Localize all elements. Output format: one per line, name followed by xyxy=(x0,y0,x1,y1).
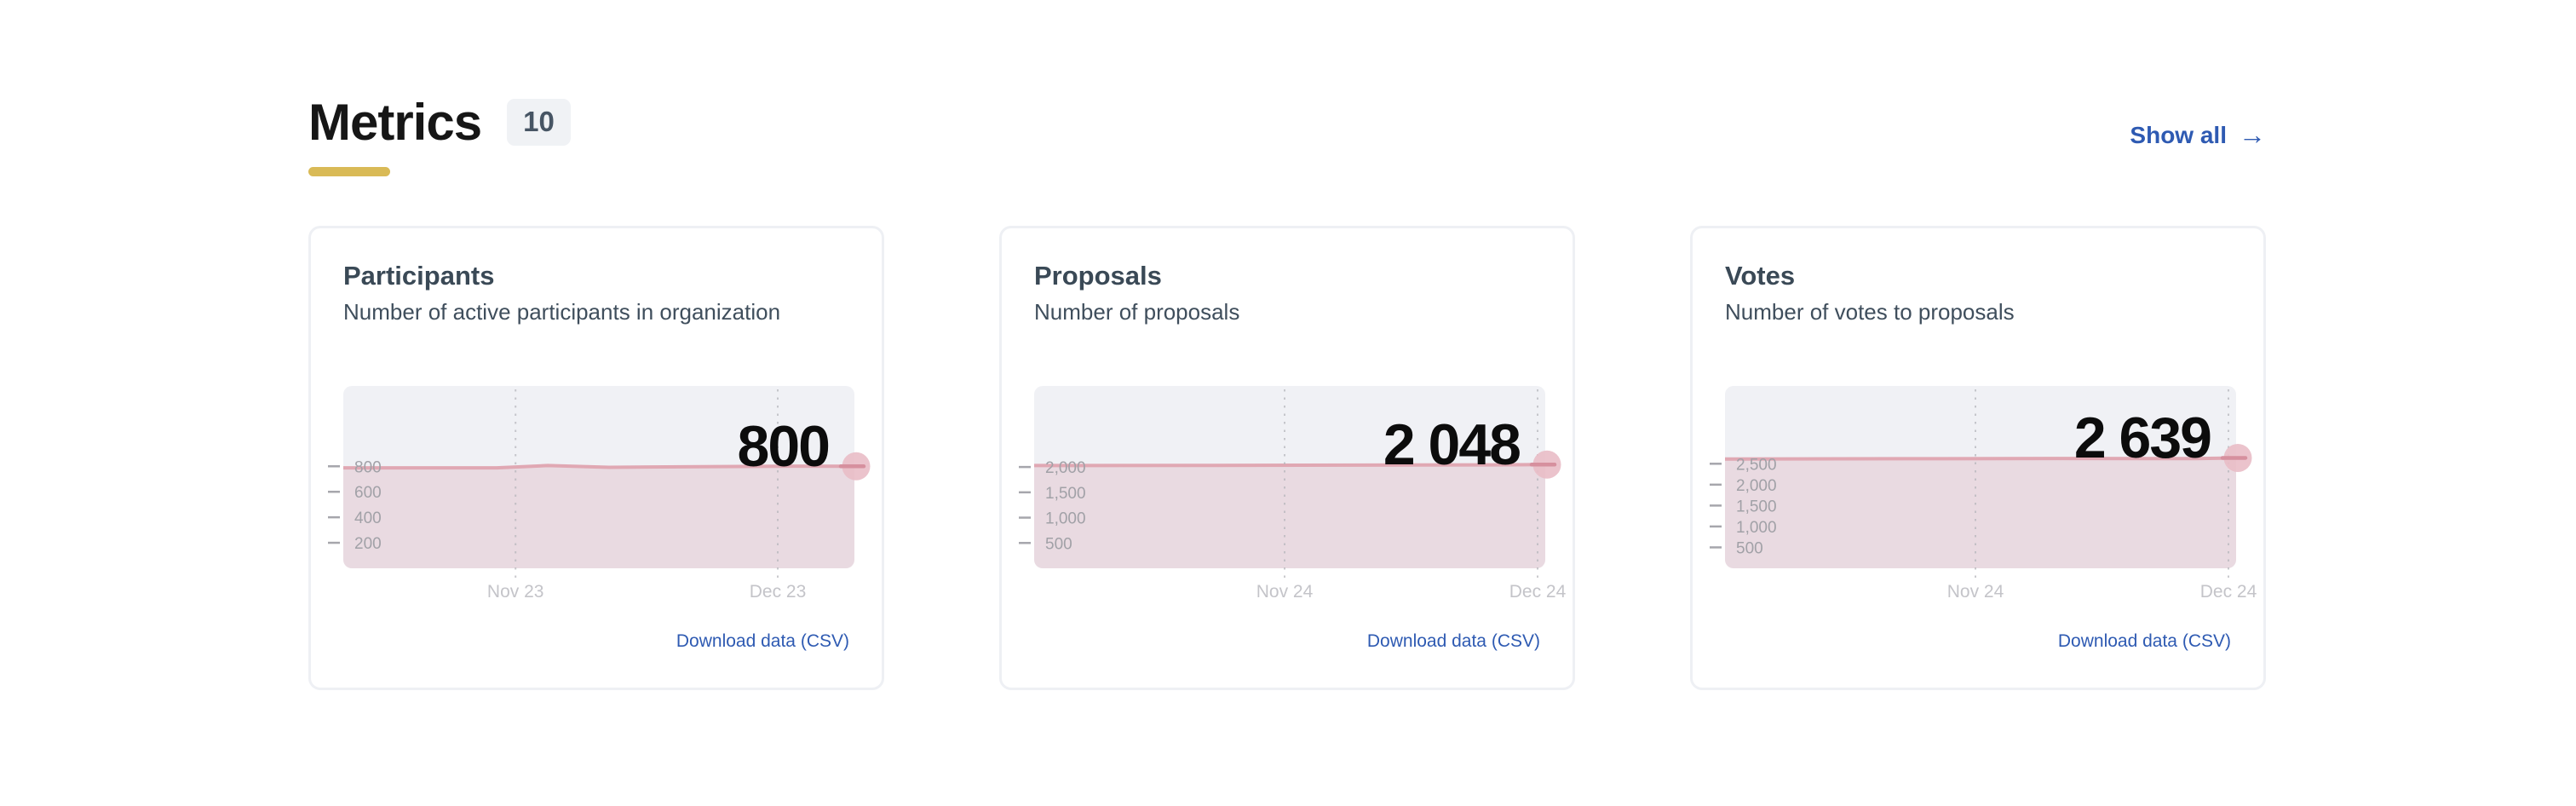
metrics-header: Metrics 10 Show all → xyxy=(308,95,2266,176)
metrics-cards-row: Participants Number of active participan… xyxy=(308,226,2266,690)
svg-text:Dec 24: Dec 24 xyxy=(2200,582,2257,602)
title-underline-accent xyxy=(308,167,390,176)
metric-current-value: 800 xyxy=(737,414,831,480)
svg-text:500: 500 xyxy=(1045,535,1072,553)
metric-card-title: Participants xyxy=(343,261,495,291)
svg-text:600: 600 xyxy=(354,484,382,502)
svg-text:Nov 24: Nov 24 xyxy=(1947,582,2004,602)
svg-text:500: 500 xyxy=(1736,539,1763,557)
metrics-section: Metrics 10 Show all → Participants Numbe… xyxy=(308,0,2266,690)
metric-card-participants: Participants Number of active participan… xyxy=(308,226,884,690)
show-all-link[interactable]: Show all → xyxy=(2130,119,2266,151)
svg-text:Nov 23: Nov 23 xyxy=(487,582,544,602)
page-title: Metrics xyxy=(308,94,482,151)
svg-text:200: 200 xyxy=(354,535,382,553)
download-csv-link[interactable]: Download data (CSV) xyxy=(1366,631,1540,651)
metric-chart-proposals: 2,000 1,500 1,000 500 Nov 24 Dec 24 2 048 xyxy=(1019,386,1567,609)
metric-chart-votes: 2,500 2,000 1,500 1,000 500 Nov 24 Dec 24 2 63… xyxy=(1710,386,2257,609)
svg-text:1,500: 1,500 xyxy=(1736,498,1777,515)
metric-card-votes: Votes Number of votes to proposals 2,500… xyxy=(1690,226,2266,690)
svg-text:1,000: 1,000 xyxy=(1045,510,1086,528)
download-csv-link[interactable]: Download data (CSV) xyxy=(676,631,849,651)
svg-text:800: 800 xyxy=(354,458,382,476)
download-csv-link[interactable]: Download data (CSV) xyxy=(2057,631,2231,651)
arrow-right-icon: → xyxy=(2239,119,2266,150)
svg-text:Dec 23: Dec 23 xyxy=(750,582,807,602)
metrics-count-badge: 10 xyxy=(507,99,571,146)
title-row: Metrics 10 xyxy=(308,95,2266,149)
metric-card-subtitle: Number of votes to proposals xyxy=(1725,299,2015,325)
metric-current-value: 2 639 xyxy=(2073,406,2212,471)
metric-chart-participants: 800 600 400 200 Nov 23 Dec 23 800 xyxy=(328,386,871,609)
svg-text:1,000: 1,000 xyxy=(1736,519,1777,537)
svg-text:2,000: 2,000 xyxy=(1736,477,1777,495)
metric-current-value: 2 048 xyxy=(1383,412,1521,478)
metric-card-title: Proposals xyxy=(1034,261,1162,291)
metric-card-title: Votes xyxy=(1725,261,1796,291)
svg-text:2,500: 2,500 xyxy=(1736,456,1777,474)
svg-text:400: 400 xyxy=(354,510,382,527)
svg-text:1,500: 1,500 xyxy=(1045,485,1086,503)
metric-card-proposals: Proposals Number of proposals 2,000 1,500… xyxy=(999,226,1575,690)
svg-text:Dec 24: Dec 24 xyxy=(1509,582,1567,602)
show-all-label: Show all xyxy=(2130,121,2227,148)
metric-card-subtitle: Number of proposals xyxy=(1034,299,1240,325)
svg-text:2,000: 2,000 xyxy=(1045,459,1086,477)
svg-text:Nov 24: Nov 24 xyxy=(1256,582,1314,602)
metric-card-subtitle: Number of active participants in organiz… xyxy=(343,299,781,325)
